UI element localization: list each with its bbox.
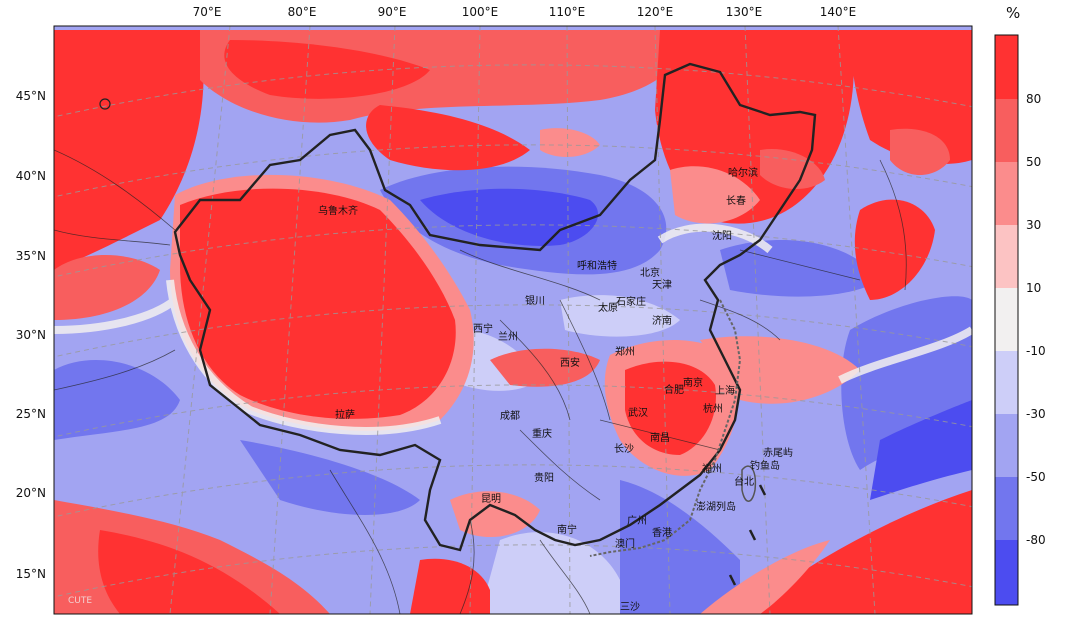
city-label: 香港 (652, 527, 672, 539)
positive-anomaly-regions (54, 30, 972, 614)
city-label: 哈尔滨 (728, 166, 758, 179)
city-label: 拉萨 (335, 408, 355, 421)
lon-label: 100°E (462, 5, 499, 19)
colorbar-label: 30 (1026, 218, 1041, 232)
lon-label: 90°E (378, 5, 407, 19)
watermark: CUTE (68, 596, 92, 606)
city-labels: 乌鲁木齐 哈尔滨 长春 沈阳 呼和浩特 北京 天津 银川 太原 石家庄 西宁 兰… (318, 166, 793, 613)
city-label: 合肥 (664, 383, 684, 396)
city-label: 南昌 (650, 431, 670, 444)
lat-label: 40°N (16, 169, 46, 183)
city-label: 西宁 (473, 322, 493, 335)
city-label: 北京 (640, 266, 660, 279)
map-frame (53, 25, 973, 615)
colorbar-unit: % (1006, 4, 1020, 22)
city-label: 福州 (702, 462, 722, 475)
lat-label: 30°N (16, 328, 46, 342)
city-label: 赤尾屿 (763, 447, 793, 459)
city-label: 乌鲁木齐 (318, 204, 358, 217)
colorbar-label: 50 (1026, 155, 1041, 169)
east-coast-boundary (589, 299, 742, 557)
china-border (173, 62, 817, 552)
neutral-bands (54, 223, 972, 435)
city-label: 南京 (683, 376, 703, 389)
city-label: 银川 (525, 294, 545, 307)
map-panel: CUTE 乌鲁木齐 哈尔滨 长春 沈阳 呼和浩特 北京 天津 银川 太原 石家庄… (54, 26, 972, 614)
city-label: 钓鱼岛 (750, 459, 780, 472)
negative-anomaly-regions (54, 166, 972, 614)
city-label: 天津 (652, 279, 672, 291)
lat-label: 35°N (16, 249, 46, 263)
city-label: 长春 (726, 195, 746, 207)
location-marker-icon (99, 98, 111, 110)
city-label: 呼和浩特 (577, 260, 617, 272)
colorbar-labels: 80 50 30 10 -10 -30 -50 -80 (1026, 92, 1046, 547)
colorbar-label: -80 (1026, 533, 1046, 547)
city-label: 长沙 (614, 443, 634, 455)
graticule (54, 26, 972, 614)
city-label: 济南 (652, 314, 672, 327)
city-label: 成都 (500, 410, 520, 422)
city-label: 石家庄 (616, 295, 646, 308)
lon-label: 120°E (637, 5, 674, 19)
colorbar-label: 10 (1026, 281, 1041, 295)
lon-label: 140°E (820, 5, 857, 19)
latitude-labels: 45°N 40°N 35°N 30°N 25°N 20°N 15°N (16, 89, 46, 581)
lon-label: 80°E (288, 5, 317, 19)
colorbar-label: 80 (1026, 92, 1041, 106)
city-label: 广州 (627, 515, 647, 527)
city-label: 兰州 (498, 330, 518, 343)
colorbar-label: -50 (1026, 470, 1046, 484)
city-label: 台北 (734, 475, 754, 488)
lat-label: 25°N (16, 407, 46, 421)
city-label: 澎湖列岛 (696, 500, 736, 513)
colorbar-frame (994, 34, 1019, 606)
taiwan (728, 465, 767, 586)
city-label: 昆明 (481, 493, 501, 505)
colorbar-label: -30 (1026, 407, 1046, 421)
city-label: 武汉 (628, 406, 648, 419)
city-label: 三沙 (620, 601, 640, 613)
city-label: 重庆 (532, 427, 552, 440)
lon-label: 130°E (726, 5, 763, 19)
city-label: 太原 (598, 301, 618, 314)
city-label: 贵阳 (534, 471, 554, 484)
country-borders (54, 149, 907, 614)
lat-label: 45°N (16, 89, 46, 103)
colorbar-label: -10 (1026, 344, 1046, 358)
city-label: 沈阳 (712, 229, 732, 242)
city-label: 杭州 (703, 402, 723, 415)
city-label: 郑州 (615, 345, 635, 358)
city-label: 西安 (560, 356, 580, 369)
city-label: 南宁 (557, 523, 577, 536)
longitude-labels: 70°E 80°E 90°E 100°E 110°E 120°E 130°E 1… (193, 5, 857, 19)
city-label: 澳门 (615, 537, 635, 550)
lon-label: 70°E (193, 5, 222, 19)
city-label: 上海 (715, 384, 735, 397)
lat-label: 20°N (16, 486, 46, 500)
lat-label: 15°N (16, 567, 46, 581)
colorbar: % 80 50 30 10 -10 -30 -50 -80 (994, 4, 1046, 606)
lon-label: 110°E (549, 5, 586, 19)
